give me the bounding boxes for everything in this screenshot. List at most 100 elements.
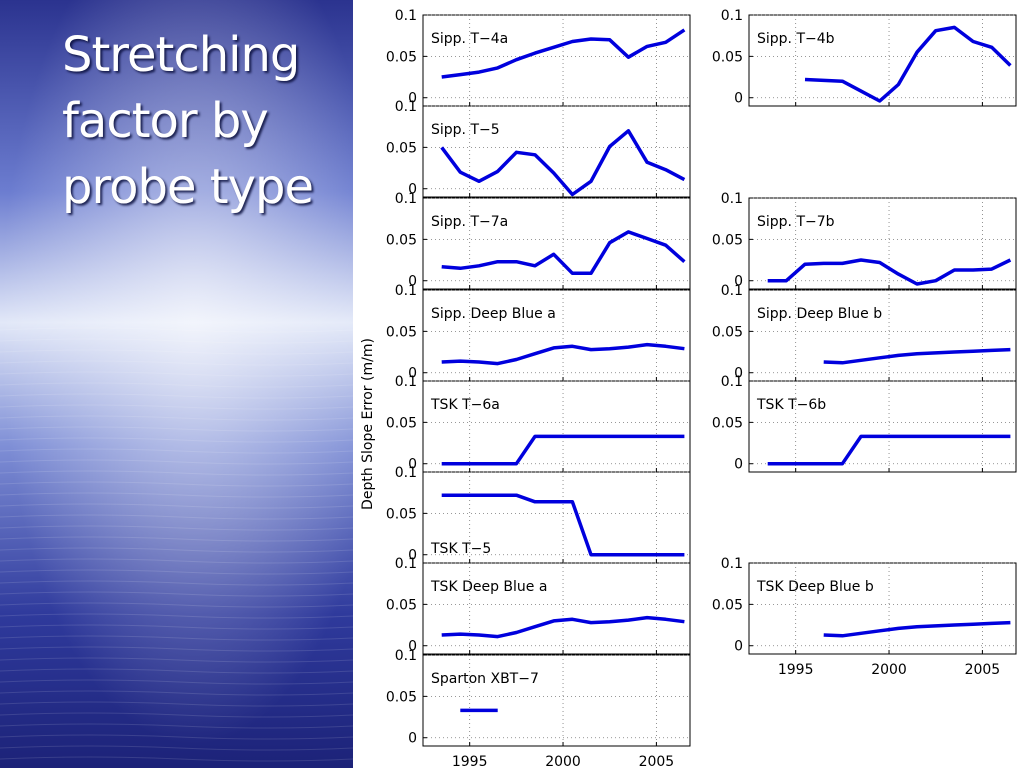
y-tick-label: 0	[734, 639, 743, 655]
water-ripple	[0, 426, 353, 432]
series-line	[767, 434, 1011, 466]
water-ripple	[0, 349, 353, 355]
y-tick-label: 0	[734, 366, 743, 382]
y-tick-label: 0	[408, 457, 417, 473]
subplot-frame	[748, 562, 1017, 655]
subplot-frame	[748, 289, 1017, 382]
subplot-panel: 0 0.05 0.1 TSK T−6b	[712, 374, 1017, 473]
subplot-panel: 0 0.05 0.1 Sipp. Deep Blue b	[712, 283, 1017, 382]
subplot-frame	[422, 14, 691, 107]
subplot-panel: 0 0.05 0.1 Sipp. T−4b	[712, 8, 1017, 107]
panel-title: TSK T−6a	[430, 397, 500, 413]
y-tick-label: 0.1	[395, 556, 417, 572]
series-line	[804, 25, 1012, 103]
background-gradient-panel: Stretching factor by probe type	[0, 0, 353, 768]
x-tick-label: 2005	[965, 662, 1001, 678]
chart-svg: 0 0.05 0.1 Sipp. T−4a 0 0.05 0.1 Sipp. T−4b 0 0.0…	[386, 8, 1017, 768]
subplot-frame	[422, 654, 691, 747]
subplot-panel: 0 0.05 0.1 Sipp. T−5	[386, 99, 691, 198]
water-ripple	[0, 382, 353, 388]
water-ripple	[0, 415, 353, 421]
water-ripple	[0, 558, 353, 564]
y-tick-label: 0	[734, 91, 743, 107]
y-tick-label: 0.1	[721, 374, 743, 390]
water-ripple	[0, 525, 353, 531]
y-tick-label: 0.1	[721, 283, 743, 299]
subplot-panel: 0 0.05 0.1 1995 2000 2005 TSK Deep Blue b	[712, 556, 1017, 678]
y-tick-label: 0.05	[712, 232, 743, 248]
panel-title: TSK T−6b	[756, 397, 826, 413]
y-tick-label: 0.05	[386, 506, 417, 522]
water-ripple	[0, 657, 353, 663]
y-axis-label: Depth Slope Error (m/m)	[360, 338, 376, 510]
water-ripple	[0, 338, 353, 344]
y-tick-label: 0.1	[395, 283, 417, 299]
water-ripple	[0, 745, 353, 751]
y-tick-label: 0	[734, 274, 743, 290]
y-tick-label: 0	[408, 91, 417, 107]
y-tick-label: 0.1	[395, 99, 417, 115]
water-ripple	[0, 448, 353, 454]
subplot-frame	[422, 105, 691, 198]
y-tick-label: 0.1	[395, 465, 417, 481]
subplot-frame	[422, 380, 691, 473]
x-tick-label: 2000	[871, 662, 907, 678]
subplot-panel: 0 0.05 0.1 Sipp. Deep Blue a	[386, 283, 691, 382]
subplot-panel: 0 0.05 0.1 TSK T−5	[386, 465, 691, 564]
y-tick-label: 0	[408, 731, 417, 747]
series-line	[441, 342, 685, 366]
water-ripple	[0, 437, 353, 443]
water-ripple	[0, 635, 353, 641]
water-ripple	[0, 459, 353, 465]
panel-title: Sipp. T−7a	[431, 214, 508, 230]
water-ripple	[0, 723, 353, 729]
subplot-frame	[422, 471, 691, 564]
y-tick-label: 0.1	[395, 374, 417, 390]
panel-title: TSK Deep Blue b	[756, 579, 874, 595]
subplot-panel: 0 0.05 0.1 1995 2000 2005 Sparton XBT−7	[386, 648, 691, 768]
y-tick-label: 0.1	[721, 191, 743, 207]
series-line	[823, 347, 1011, 365]
y-tick-label: 0.05	[712, 415, 743, 431]
chart-area: 0 0.05 0.1 Sipp. T−4a 0 0.05 0.1 Sipp. T−4b 0 0.0…	[353, 0, 1024, 768]
water-ripple	[0, 536, 353, 542]
slide-title-line: probe type	[62, 159, 314, 215]
water-ripple	[0, 668, 353, 674]
subplot-panel: 0 0.05 0.1 TSK Deep Blue a	[386, 556, 691, 655]
subplot-panel: 0 0.05 0.1 Sipp. T−7a	[386, 191, 691, 290]
panel-title: Sipp. T−7b	[757, 214, 835, 230]
water-ripple	[0, 580, 353, 586]
subplot-panel: 0 0.05 0.1 Sipp. T−7b	[712, 191, 1017, 290]
subplot-frame	[422, 197, 691, 290]
subplot-frame	[748, 380, 1017, 473]
series-line	[441, 434, 685, 466]
y-tick-label: 0.05	[712, 597, 743, 613]
y-tick-label: 0	[408, 274, 417, 290]
y-tick-label: 0.05	[712, 49, 743, 65]
panel-title: Sipp. T−5	[431, 122, 500, 138]
slide-title: Stretching factor by probe type	[62, 22, 352, 220]
y-tick-label: 0	[408, 366, 417, 382]
y-tick-label: 0.05	[712, 324, 743, 340]
panel-title: Sparton XBT−7	[431, 671, 539, 687]
series-line	[441, 230, 686, 276]
y-tick-label: 0	[734, 457, 743, 473]
y-tick-label: 0.05	[386, 49, 417, 65]
panel-title: Sipp. Deep Blue a	[431, 306, 556, 322]
y-tick-label: 0.1	[721, 556, 743, 572]
water-ripple	[0, 690, 353, 696]
subplot-frame	[748, 14, 1017, 107]
water-ripple	[0, 492, 353, 498]
panel-title: Sipp. T−4b	[757, 31, 835, 47]
water-background	[0, 0, 353, 768]
panel-title: TSK T−5	[430, 541, 491, 557]
slide-title-line: factor by	[62, 93, 269, 149]
series-line	[441, 615, 685, 639]
water-ripple	[0, 701, 353, 707]
y-tick-label: 0.05	[386, 140, 417, 156]
water-ripple	[0, 360, 353, 366]
water-ripple	[0, 624, 353, 630]
water-ripple	[0, 481, 353, 487]
y-tick-label: 0.05	[386, 689, 417, 705]
y-tick-label: 0	[408, 548, 417, 564]
